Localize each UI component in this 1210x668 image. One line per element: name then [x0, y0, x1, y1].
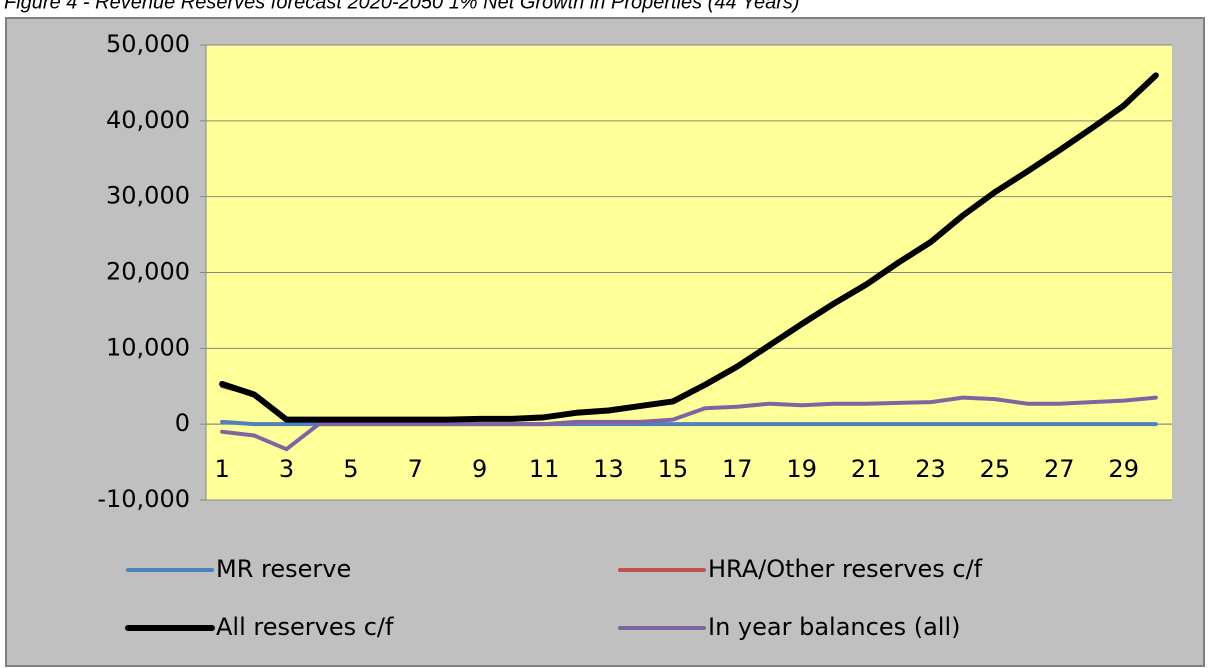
- x-tick-label: 23: [915, 455, 946, 483]
- chart-title: Figure 4 - Revenue Reserves forecast 202…: [4, 0, 800, 13]
- x-tick-label: 13: [593, 455, 624, 483]
- legend-label: In year balances (all): [708, 613, 960, 641]
- y-tick-label: 10,000: [106, 333, 190, 361]
- series-line: [219, 72, 1159, 423]
- y-tick-label: 20,000: [106, 258, 190, 286]
- x-tick-label: 9: [472, 455, 487, 483]
- legend-label: All reserves c/f: [216, 613, 394, 641]
- x-tick-label: 15: [658, 455, 689, 483]
- x-tick-label: 27: [1044, 455, 1075, 483]
- x-tick-label: 17: [722, 455, 753, 483]
- y-tick-label: 50,000: [106, 30, 190, 58]
- x-tick-label: 3: [279, 455, 294, 483]
- legend-label: HRA/Other reserves c/f: [708, 555, 983, 583]
- legend-label: MR reserve: [216, 555, 351, 583]
- x-tick-label: 25: [980, 455, 1011, 483]
- y-tick-label: 40,000: [106, 106, 190, 134]
- series-line: [220, 395, 1158, 452]
- x-tick-label: 29: [1108, 455, 1139, 483]
- x-tick-label: 19: [786, 455, 817, 483]
- x-tick-label: 11: [529, 455, 560, 483]
- x-tick-label: 5: [343, 455, 358, 483]
- x-tick-label: 21: [851, 455, 882, 483]
- y-tick-label: -10,000: [97, 485, 190, 513]
- y-tick-label: 0: [175, 409, 190, 437]
- x-tick-label: 1: [214, 455, 229, 483]
- y-tick-label: 30,000: [106, 182, 190, 210]
- x-tick-label: 7: [408, 455, 423, 483]
